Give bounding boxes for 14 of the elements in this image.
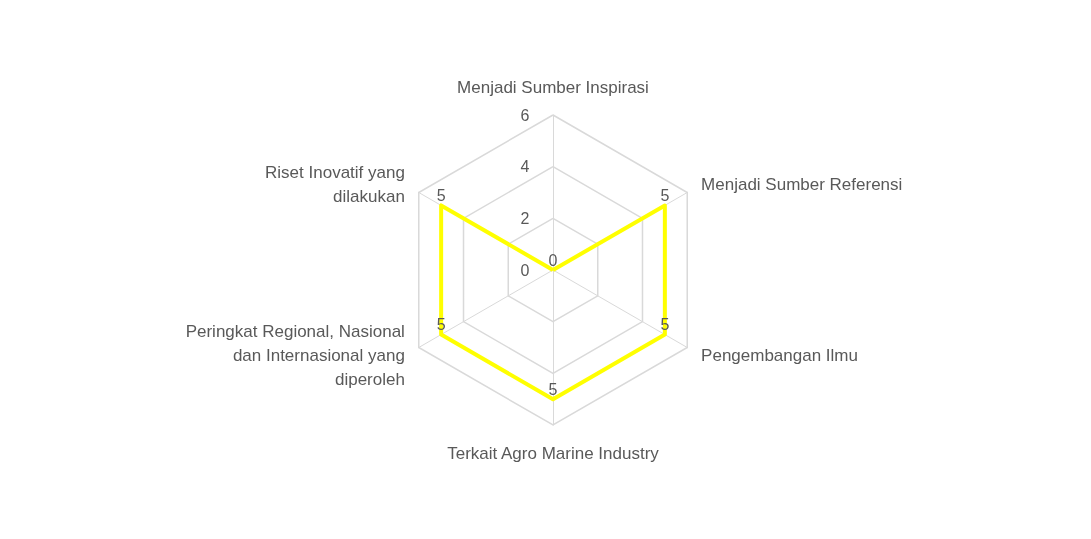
y-tick-label: 2: [520, 209, 530, 227]
data-label: 5: [436, 186, 446, 204]
data-label: 5: [660, 316, 670, 334]
spoke-label: Peringkat Regional, Nasional dan Internasional yang diperoleh: [185, 322, 405, 389]
spoke-label: Riset Inovatif yang dilakukan: [265, 163, 405, 206]
data-label: 5: [660, 186, 670, 204]
data-label: 5: [548, 380, 558, 398]
spoke-label: Pengembangan Ilmu: [701, 346, 858, 365]
spoke-label: Menjadi Sumber Inspirasi: [457, 77, 649, 97]
y-tick-label: 6: [520, 106, 530, 124]
spoke-label: Terkait Agro Marine Industry: [447, 443, 660, 463]
data-label: 5: [436, 316, 446, 334]
spoke-label: Menjadi Sumber Referensi: [701, 175, 903, 194]
y-tick-label: 4: [520, 158, 530, 176]
